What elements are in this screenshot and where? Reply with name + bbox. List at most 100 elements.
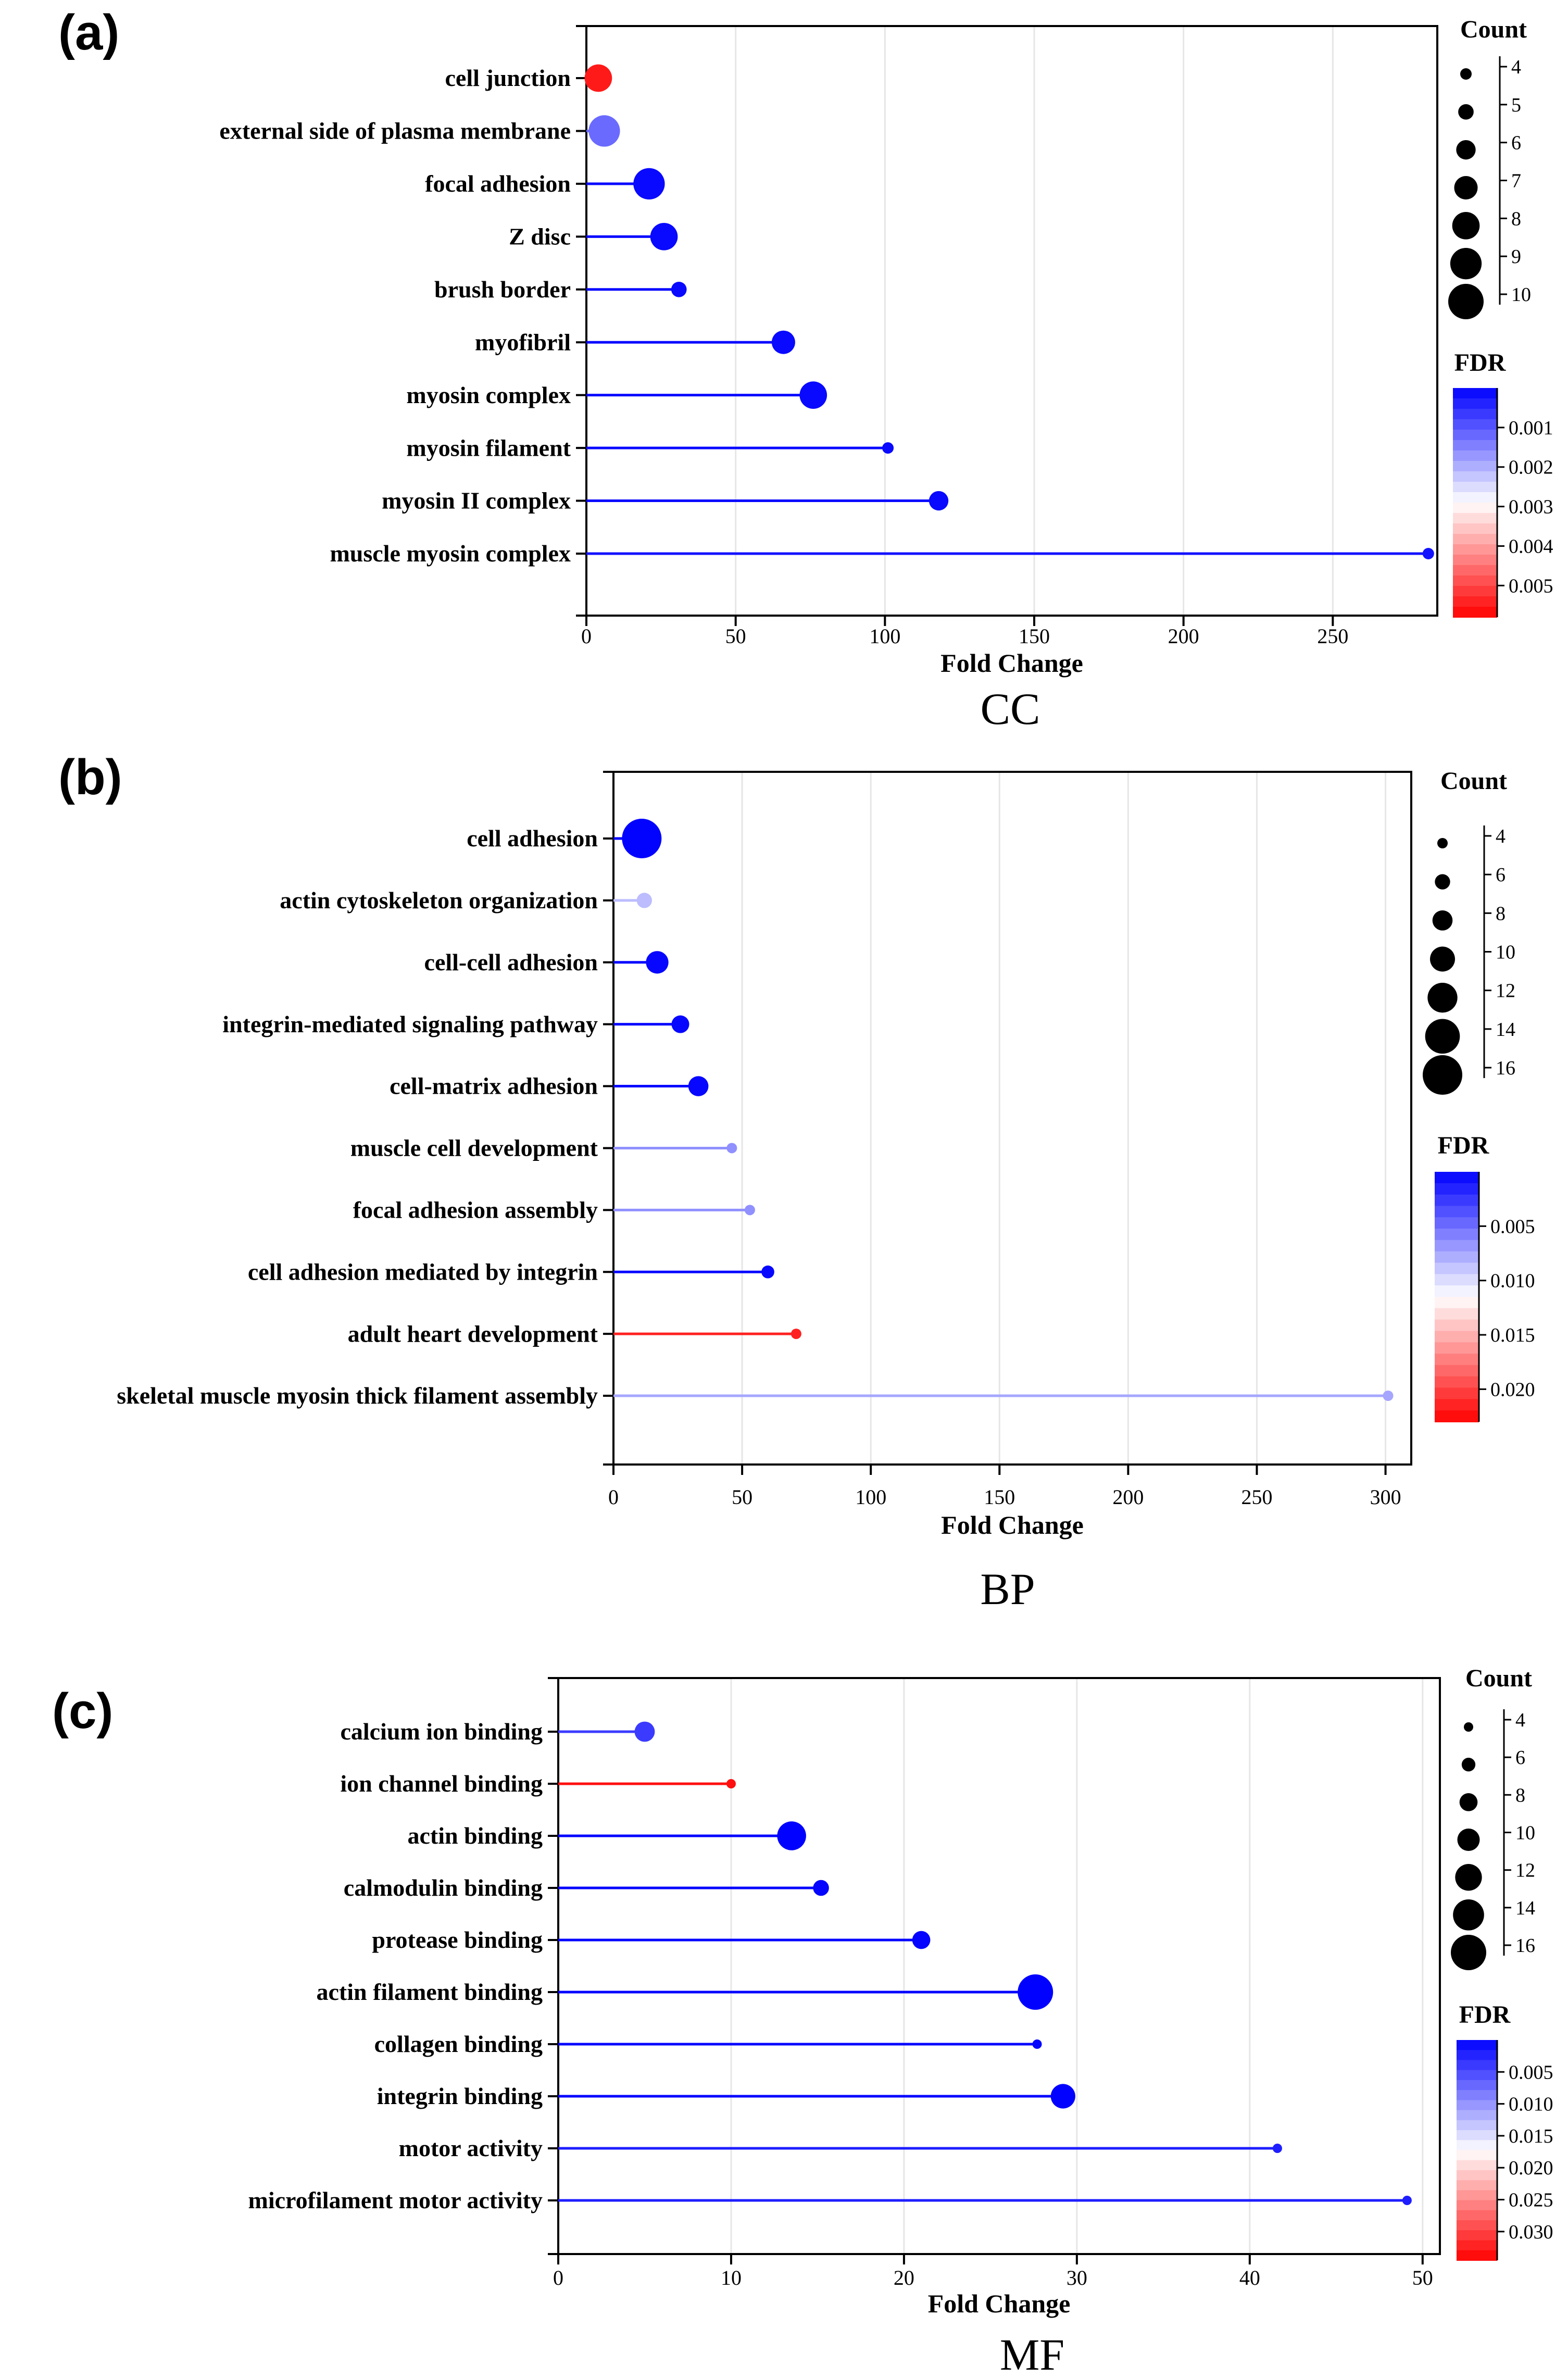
category-label-cc-9: muscle myosin complex bbox=[330, 540, 571, 567]
fdr-colorbar-step-cc-1 bbox=[1453, 398, 1497, 409]
lollipop-point-cc-8 bbox=[929, 491, 949, 511]
fdr-colorbar-step-bp-6 bbox=[1435, 1240, 1479, 1252]
fdr-tick-label-bp-1: 0.010 bbox=[1490, 1270, 1535, 1292]
fdr-colorbar-step-bp-15 bbox=[1435, 1342, 1479, 1355]
count-legend-dot-mf-6 bbox=[1451, 1935, 1486, 1970]
count-legend-dot-bp-4 bbox=[1427, 983, 1458, 1013]
count-legend-label-mf-2: 8 bbox=[1515, 1784, 1525, 1806]
panel-cc-plot: 0 50 100 150 200 250 Fold Change cell junction e… bbox=[219, 16, 1553, 678]
lollipop-point-bp-0 bbox=[622, 819, 662, 858]
x-tick-label-bp-3: 150 bbox=[984, 1485, 1015, 1509]
panel-b-letter: (b) bbox=[58, 749, 122, 805]
count-legend-label-cc-0: 4 bbox=[1511, 56, 1521, 78]
x-tick-label-mf-5: 50 bbox=[1412, 2266, 1433, 2289]
count-legend-label-mf-6: 16 bbox=[1515, 1935, 1535, 1957]
panel-a-letter: (a) bbox=[58, 5, 119, 60]
category-label-cc-4: brush border bbox=[434, 276, 571, 303]
fdr-colorbar-step-bp-12 bbox=[1435, 1308, 1479, 1320]
fdr-colorbar-step-bp-4 bbox=[1435, 1217, 1479, 1230]
category-label-mf-4: protease binding bbox=[372, 1926, 543, 1953]
fdr-tick-label-cc-0: 0.001 bbox=[1509, 417, 1553, 439]
category-label-mf-5: actin filament binding bbox=[316, 1979, 543, 2005]
fdr-colorbar-step-mf-2 bbox=[1457, 2060, 1497, 2071]
fdr-tick-label-mf-2: 0.015 bbox=[1509, 2125, 1553, 2147]
panel-bp: (b) 0 50 100 150 200 250 300 Fold Change cell ad… bbox=[58, 749, 1535, 1614]
category-label-cc-1: external side of plasma membrane bbox=[219, 118, 571, 144]
fdr-colorbar-step-cc-13 bbox=[1453, 523, 1497, 534]
fdr-colorbar-step-cc-18 bbox=[1453, 575, 1497, 586]
count-legend-label-mf-4: 12 bbox=[1515, 1860, 1535, 1882]
panel-cc: (a) 0 50 100 150 200 250 Fold Change cell junct… bbox=[58, 5, 1553, 734]
fdr-tick-label-mf-5: 0.030 bbox=[1509, 2221, 1553, 2243]
count-legend-dot-bp-5 bbox=[1425, 1019, 1460, 1054]
lollipop-point-bp-5 bbox=[726, 1143, 737, 1154]
fdr-colorbar-step-bp-20 bbox=[1435, 1399, 1479, 1411]
fdr-colorbar-step-cc-3 bbox=[1453, 419, 1497, 430]
fdr-tick-label-cc-4: 0.005 bbox=[1509, 575, 1553, 597]
lollipop-point-cc-7 bbox=[882, 442, 894, 454]
category-label-cc-8: myosin II complex bbox=[382, 487, 571, 514]
plot-frame-cc bbox=[585, 25, 1438, 617]
count-legend-dot-bp-1 bbox=[1435, 874, 1450, 890]
fdr-tick-label-mf-3: 0.020 bbox=[1509, 2157, 1553, 2179]
plot-frame-bp bbox=[612, 771, 1412, 1466]
category-label-bp-9: skeletal muscle myosin thick filament as… bbox=[117, 1382, 598, 1409]
fdr-colorbar-step-cc-9 bbox=[1453, 482, 1497, 493]
count-legend-dot-mf-1 bbox=[1461, 1758, 1476, 1772]
count-legend-label-bp-3: 10 bbox=[1496, 942, 1515, 963]
fdr-colorbar-step-bp-19 bbox=[1435, 1387, 1479, 1400]
count-legend-label-mf-3: 10 bbox=[1515, 1822, 1535, 1844]
panel-c-letter: (c) bbox=[52, 1683, 113, 1739]
lollipop-point-cc-6 bbox=[799, 381, 827, 409]
fdr-colorbar-step-cc-11 bbox=[1453, 503, 1497, 514]
fdr-colorbar-step-bp-14 bbox=[1435, 1331, 1479, 1343]
lollipop-point-cc-1 bbox=[588, 115, 620, 147]
count-legend-dot-bp-3 bbox=[1430, 946, 1455, 972]
category-label-bp-6: focal adhesion assembly bbox=[353, 1197, 598, 1223]
category-label-bp-5: muscle cell development bbox=[350, 1135, 598, 1161]
fdr-colorbar-step-mf-3 bbox=[1457, 2070, 1497, 2081]
lollipop-point-bp-3 bbox=[671, 1015, 689, 1033]
fdr-legend-title-mf: FDR bbox=[1459, 2001, 1511, 2029]
x-tick-label-mf-3: 30 bbox=[1067, 2266, 1087, 2289]
count-legend-title-mf: Count bbox=[1465, 1664, 1532, 1692]
lollipop-point-bp-8 bbox=[791, 1329, 801, 1340]
x-axis-title-bp: Fold Change bbox=[941, 1510, 1084, 1540]
category-label-mf-7: integrin binding bbox=[377, 2083, 543, 2109]
x-axis-title-mf: Fold Change bbox=[928, 2289, 1071, 2318]
lollipop-point-bp-7 bbox=[761, 1265, 774, 1279]
category-label-bp-4: cell-matrix adhesion bbox=[390, 1073, 598, 1099]
fdr-colorbar-step-bp-18 bbox=[1435, 1376, 1479, 1388]
fdr-colorbar-step-bp-9 bbox=[1435, 1274, 1479, 1286]
fdr-colorbar-step-mf-7 bbox=[1457, 2110, 1497, 2121]
fdr-colorbar-step-bp-13 bbox=[1435, 1319, 1479, 1332]
fdr-colorbar-step-mf-11 bbox=[1457, 2150, 1497, 2161]
fdr-colorbar-step-cc-15 bbox=[1453, 544, 1497, 555]
fdr-colorbar-step-cc-21 bbox=[1453, 607, 1497, 618]
lollipop-point-mf-5 bbox=[1018, 1974, 1053, 2010]
lollipop-point-cc-5 bbox=[771, 330, 795, 354]
fdr-colorbar-step-bp-16 bbox=[1435, 1354, 1479, 1366]
lollipop-point-mf-3 bbox=[813, 1880, 829, 1896]
x-tick-label-mf-2: 20 bbox=[894, 2266, 914, 2289]
count-legend-dot-cc-6 bbox=[1448, 284, 1484, 319]
fdr-legend-title-cc: FDR bbox=[1454, 349, 1507, 377]
count-legend-label-bp-2: 8 bbox=[1496, 903, 1506, 924]
x-tick-label-cc-3: 150 bbox=[1019, 624, 1050, 648]
category-label-mf-3: calmodulin binding bbox=[344, 1874, 543, 1901]
fdr-colorbar-step-cc-2 bbox=[1453, 409, 1497, 420]
lollipop-point-bp-1 bbox=[636, 893, 652, 908]
fdr-tick-label-cc-1: 0.002 bbox=[1509, 457, 1553, 479]
fdr-tick-label-bp-2: 0.015 bbox=[1490, 1324, 1535, 1346]
lollipop-point-mf-2 bbox=[777, 1821, 806, 1850]
x-tick-label-bp-4: 200 bbox=[1112, 1485, 1144, 1509]
count-legend-label-cc-6: 10 bbox=[1511, 284, 1531, 306]
count-legend-dot-cc-2 bbox=[1456, 140, 1476, 160]
fdr-colorbar-step-mf-13 bbox=[1457, 2170, 1497, 2181]
fdr-colorbar-step-mf-16 bbox=[1457, 2200, 1497, 2211]
fdr-colorbar-step-cc-16 bbox=[1453, 555, 1497, 566]
count-legend-title-bp: Count bbox=[1440, 767, 1507, 795]
category-label-mf-8: motor activity bbox=[399, 2135, 543, 2161]
category-label-mf-1: ion channel binding bbox=[340, 1770, 543, 1797]
fdr-colorbar-step-mf-4 bbox=[1457, 2080, 1497, 2091]
